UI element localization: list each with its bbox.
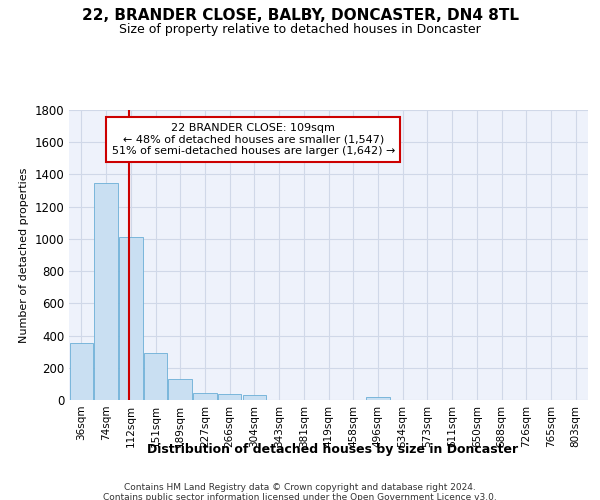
Bar xyxy=(218,394,241,400)
Text: 22 BRANDER CLOSE: 109sqm
← 48% of detached houses are smaller (1,547)
51% of sem: 22 BRANDER CLOSE: 109sqm ← 48% of detach… xyxy=(112,123,395,156)
Bar xyxy=(70,343,93,400)
Bar xyxy=(94,184,118,400)
Bar xyxy=(169,379,192,400)
Bar xyxy=(119,238,143,400)
Text: Size of property relative to detached houses in Doncaster: Size of property relative to detached ho… xyxy=(119,24,481,36)
Bar xyxy=(144,354,167,400)
Bar xyxy=(193,393,217,400)
Text: Distribution of detached houses by size in Doncaster: Distribution of detached houses by size … xyxy=(148,442,518,456)
Bar xyxy=(366,397,389,400)
Bar xyxy=(242,395,266,400)
Text: Contains public sector information licensed under the Open Government Licence v3: Contains public sector information licen… xyxy=(103,492,497,500)
Text: 22, BRANDER CLOSE, BALBY, DONCASTER, DN4 8TL: 22, BRANDER CLOSE, BALBY, DONCASTER, DN4… xyxy=(82,8,518,22)
Text: Contains HM Land Registry data © Crown copyright and database right 2024.: Contains HM Land Registry data © Crown c… xyxy=(124,482,476,492)
Y-axis label: Number of detached properties: Number of detached properties xyxy=(19,168,29,342)
